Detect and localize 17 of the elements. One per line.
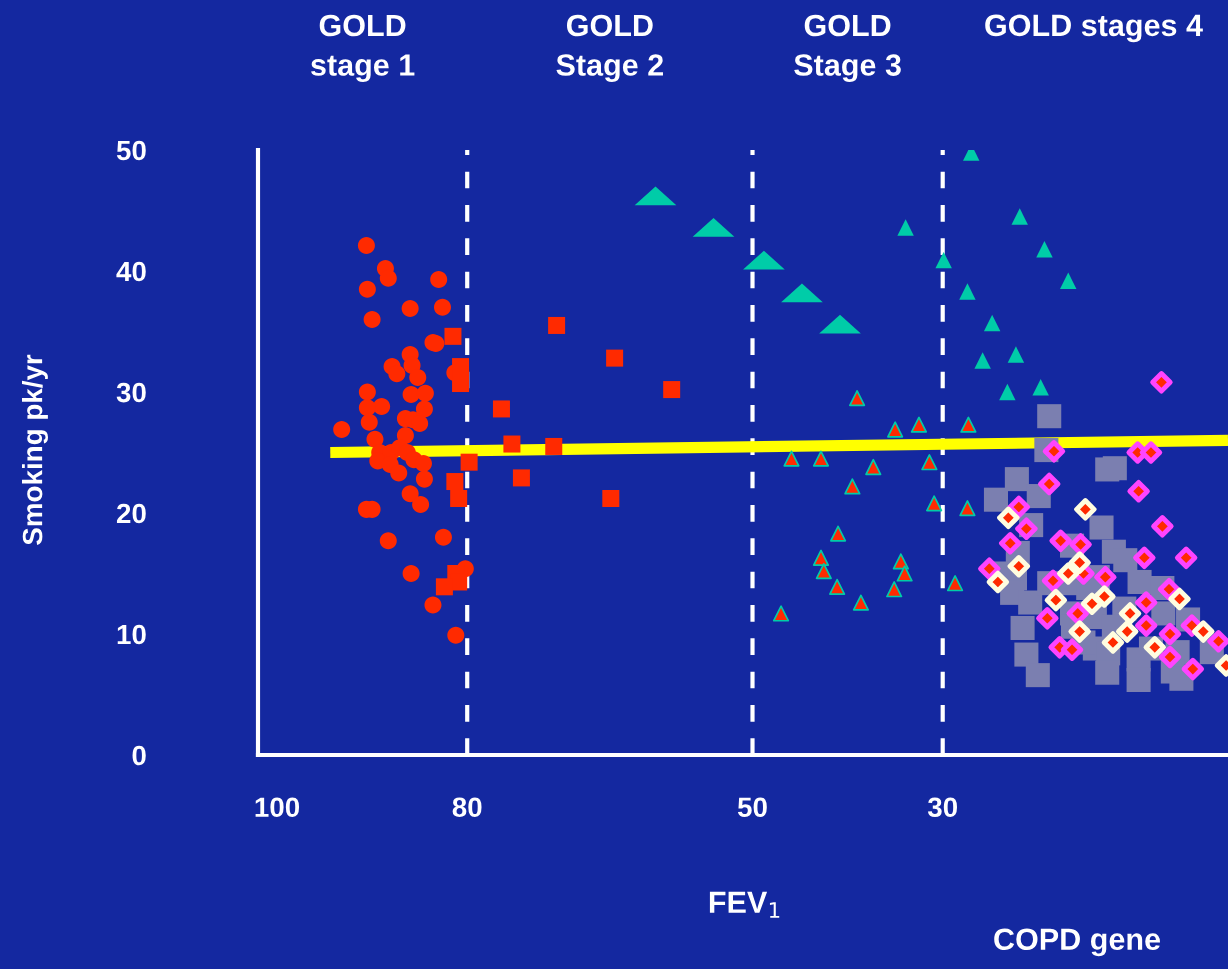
y-tick-label: 0 xyxy=(132,745,146,766)
text: GOLD stage 1 xyxy=(311,14,415,83)
y-tick-label: 30 xyxy=(116,382,146,403)
text: GOLD stages 4 xyxy=(985,14,1203,43)
x-tick-label: 80 xyxy=(452,797,482,818)
text: GOLD Stage 3 xyxy=(794,14,901,83)
y-axis-title: Smoking pk/yr xyxy=(21,354,49,545)
y-tick-label: 50 xyxy=(116,140,146,161)
y-tick-label: 10 xyxy=(117,624,146,645)
x-axis-title: FEV$_{1}$ xyxy=(709,891,780,918)
x-tick-label: 30 xyxy=(927,797,958,818)
y-tick-label: 40 xyxy=(116,261,146,282)
x-tick-label: 50 xyxy=(737,797,767,818)
text: COPD gene xyxy=(994,928,1160,957)
x-tick-label: 100 xyxy=(255,797,300,818)
text: GOLD Stage 2 xyxy=(556,14,663,83)
y-tick-label: 20 xyxy=(116,503,146,524)
